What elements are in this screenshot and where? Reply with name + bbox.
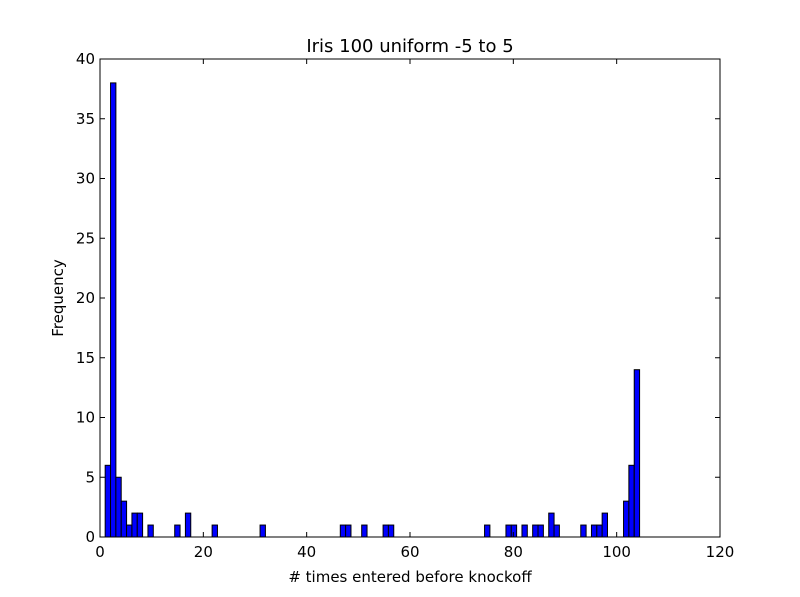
histogram-bar — [553, 524, 560, 538]
histogram-bar — [339, 524, 347, 538]
histogram-bar — [345, 524, 352, 538]
ticks-group: 0 20 40 60 80 100 120 0 5 10 15 20 25 30 35 40 — [76, 50, 734, 561]
y-axis-label: Frequency — [49, 259, 67, 337]
histogram-bar — [596, 524, 603, 538]
histogram-bar — [532, 524, 539, 538]
histogram-bar — [387, 524, 395, 538]
histogram-bar — [147, 524, 154, 538]
y-tick-label: 15 — [76, 349, 95, 367]
histogram-bar — [537, 524, 544, 538]
histogram-bar — [120, 500, 128, 538]
histogram-bar — [580, 524, 587, 538]
histogram-bar — [548, 512, 555, 538]
histogram-bar — [136, 512, 144, 538]
y-tick-label: 30 — [76, 170, 95, 188]
y-tick-label: 10 — [76, 409, 95, 427]
histogram-bar — [104, 464, 112, 538]
histogram-bar — [361, 524, 368, 538]
x-tick-label: 100 — [602, 543, 631, 561]
histogram-bar — [484, 524, 491, 538]
y-tick-label: 5 — [85, 468, 95, 486]
histogram-bar — [382, 524, 389, 538]
y-tick-label: 0 — [85, 528, 95, 546]
y-tick-label: 20 — [76, 289, 95, 307]
histogram-bar — [184, 512, 192, 538]
histogram-bar — [601, 512, 608, 538]
histogram-bar — [174, 524, 181, 538]
histogram-bar — [131, 512, 138, 538]
y-tick-label: 40 — [76, 50, 95, 68]
histogram-bar — [623, 500, 630, 538]
x-tick-label: 40 — [297, 543, 316, 561]
x-axis-label: # times entered before knockoff — [288, 568, 532, 586]
x-tick-label: 0 — [95, 543, 105, 561]
plot-frame — [99, 58, 721, 538]
histogram-bar — [505, 524, 512, 538]
histogram-bar — [510, 524, 518, 538]
histogram-bar — [211, 524, 218, 538]
histogram-bar — [110, 82, 117, 538]
histogram-bar — [633, 369, 641, 538]
bars-group — [104, 82, 641, 538]
y-tick-label: 25 — [76, 229, 95, 247]
histogram-bar — [126, 524, 133, 538]
y-tick-label: 35 — [76, 110, 95, 128]
x-tick-label: 60 — [400, 543, 419, 561]
x-tick-label: 20 — [194, 543, 213, 561]
histogram-bar — [115, 476, 122, 538]
histogram-bar — [259, 524, 266, 538]
histogram-bar — [590, 524, 598, 538]
histogram-bar — [521, 524, 528, 538]
x-tick-label: 80 — [504, 543, 523, 561]
chart-title: Iris 100 uniform -5 to 5 — [306, 36, 513, 57]
x-tick-label: 120 — [706, 543, 735, 561]
histogram-bar — [628, 464, 635, 538]
